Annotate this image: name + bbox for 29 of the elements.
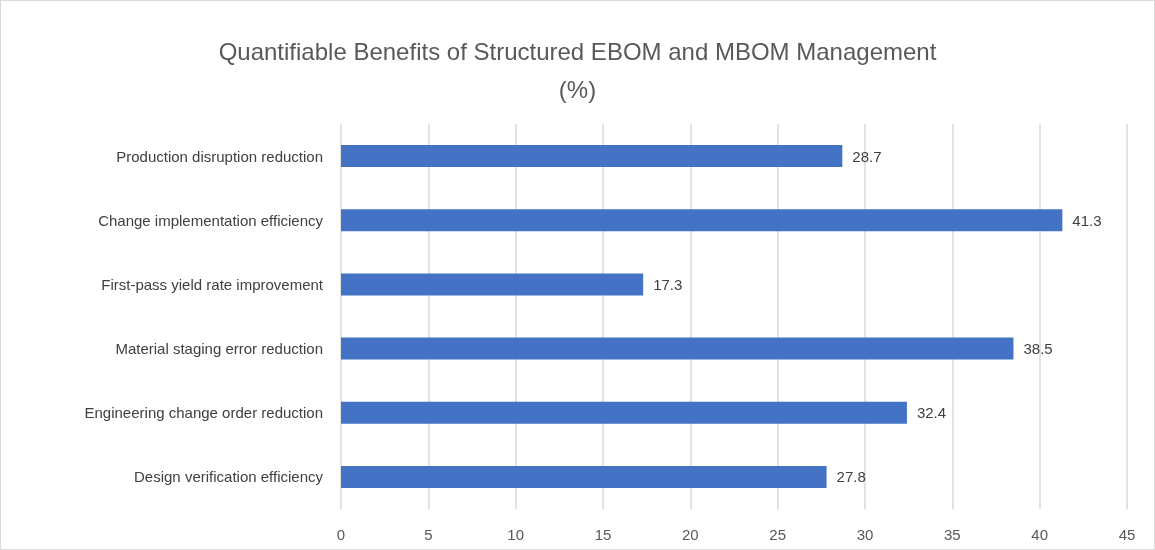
data-label: 27.8 <box>836 468 866 486</box>
x-tick-label: 10 <box>507 526 525 543</box>
y-tick-label: First-pass yield rate improvement <box>101 275 324 293</box>
x-tick-label: 30 <box>856 526 874 543</box>
y-tick-label: Change implementation efficiency <box>98 211 324 229</box>
x-tick-label: 40 <box>1031 526 1049 543</box>
bar <box>341 465 827 488</box>
y-tick-label: Design verification efficiency <box>134 468 324 486</box>
data-label: 17.3 <box>653 275 683 293</box>
y-tick-label: Production disruption reduction <box>116 147 323 165</box>
data-label: 41.3 <box>1072 211 1102 229</box>
x-tick-label: 20 <box>681 526 699 543</box>
y-tick-label: Material staging error reduction <box>115 340 323 358</box>
bar <box>341 145 843 168</box>
x-tick-label: 0 <box>336 526 346 543</box>
bar <box>341 209 1063 232</box>
x-tick-label: 45 <box>1118 526 1136 543</box>
data-label: 38.5 <box>1023 340 1053 358</box>
bar <box>341 337 1014 360</box>
bar <box>341 401 907 424</box>
x-tick-label: 35 <box>943 526 961 543</box>
x-tick-label: 5 <box>424 526 433 543</box>
y-tick-label: Engineering change order reduction <box>84 404 323 422</box>
x-tick-label: 15 <box>594 526 612 543</box>
x-tick-label: 25 <box>769 526 787 543</box>
bar <box>341 273 644 296</box>
chart-title: Quantifiable Benefits of Structured EBOM and MBOM Management (%) <box>218 37 937 103</box>
data-label: 32.4 <box>916 404 947 422</box>
data-label: 28.7 <box>852 147 882 165</box>
